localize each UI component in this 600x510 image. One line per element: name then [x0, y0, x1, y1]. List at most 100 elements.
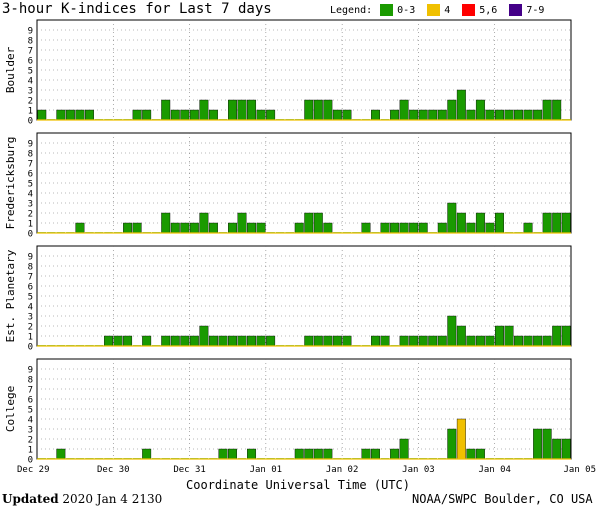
bar: [323, 99, 333, 121]
bar: [514, 109, 524, 121]
bar: [256, 335, 266, 347]
y-tick-label: 8: [28, 37, 33, 47]
bar: [371, 335, 380, 347]
bar: [142, 448, 152, 460]
x-tick-label: Dec 29: [17, 465, 50, 475]
bar: [504, 109, 514, 121]
bar: [466, 335, 476, 347]
bar: [199, 325, 209, 347]
bar: [495, 325, 504, 347]
bar: [485, 335, 495, 347]
bar: [371, 448, 380, 460]
y-tick-label: 4: [28, 190, 33, 200]
bar: [447, 428, 457, 460]
bar: [170, 335, 180, 347]
y-tick-label: 7: [28, 273, 33, 283]
bar: [56, 448, 66, 460]
y-tick-label: 4: [28, 416, 33, 426]
chart-panels: 0123456789Boulder0123456789Fredericksbur…: [4, 19, 572, 466]
y-tick-label: 3: [28, 87, 33, 97]
bar: [542, 335, 552, 347]
bar: [361, 222, 371, 234]
bar: [256, 222, 266, 234]
legend-entry-4: 4: [427, 4, 450, 16]
bar: [552, 99, 562, 121]
y-tick-label: 6: [28, 57, 33, 67]
bar: [313, 335, 323, 347]
bar: [161, 212, 171, 234]
bar: [485, 222, 495, 234]
y-tick-label: 9: [28, 27, 33, 37]
x-tick-label: Jan 03: [402, 465, 435, 475]
bar: [323, 222, 333, 234]
bar: [475, 448, 485, 460]
bar: [113, 335, 123, 347]
bar: [418, 222, 428, 234]
bar: [228, 448, 237, 460]
bar: [208, 109, 218, 121]
station-label-est-planetary: Est. Planetary: [4, 249, 17, 342]
bar: [380, 335, 390, 347]
legend-title: Legend:: [330, 4, 373, 16]
bar: [237, 335, 247, 347]
bar: [418, 335, 428, 347]
x-axis-label: Coordinate Universal Time (UTC): [186, 478, 410, 492]
bar: [475, 212, 485, 234]
bar: [466, 448, 476, 460]
bar: [84, 109, 94, 121]
bar: [199, 212, 209, 234]
bar: [437, 109, 447, 121]
bar: [304, 99, 314, 121]
bar: [218, 448, 228, 460]
bar: [342, 335, 352, 347]
bar: [65, 109, 75, 121]
y-tick-label: 8: [28, 150, 33, 160]
legend-entry-7-9: 7-9: [509, 4, 544, 16]
bar: [180, 222, 190, 234]
updated-timestamp: Updated 2020 Jan 4 2130: [2, 492, 162, 506]
bar: [247, 99, 257, 121]
station-label-college: College: [4, 386, 17, 432]
bar: [523, 109, 533, 121]
y-tick-label: 2: [28, 436, 33, 446]
bar: [313, 448, 323, 460]
bar: [294, 222, 304, 234]
y-tick-label: 0: [28, 117, 33, 127]
bar: [323, 448, 333, 460]
bar: [542, 99, 552, 121]
bar: [561, 438, 571, 460]
bar: [161, 99, 171, 121]
x-tick-label: Jan 01: [250, 465, 283, 475]
bar: [475, 335, 485, 347]
bar: [380, 222, 390, 234]
bar: [361, 448, 371, 460]
y-tick-label: 3: [28, 426, 33, 436]
x-tick-label: Jan 02: [326, 465, 359, 475]
chart-title: 3-hour K-indices for Last 7 days: [2, 1, 272, 17]
y-tick-label: 2: [28, 210, 33, 220]
legend-entry-0-3: 0-3: [380, 4, 415, 16]
bar: [123, 222, 133, 234]
bar: [180, 109, 190, 121]
y-tick-label: 5: [28, 180, 33, 190]
y-tick-label: 0: [28, 230, 33, 240]
bar: [399, 335, 409, 347]
bar: [104, 335, 113, 347]
bar: [132, 222, 142, 234]
bar: [228, 335, 237, 347]
bar: [189, 222, 199, 234]
bar: [561, 325, 571, 347]
bar: [390, 222, 400, 234]
bar: [304, 335, 314, 347]
y-tick-label: 2: [28, 323, 33, 333]
bar: [323, 335, 333, 347]
bar: [189, 335, 199, 347]
bar: [409, 335, 419, 347]
y-tick-label: 8: [28, 376, 33, 386]
y-tick-label: 3: [28, 313, 33, 323]
